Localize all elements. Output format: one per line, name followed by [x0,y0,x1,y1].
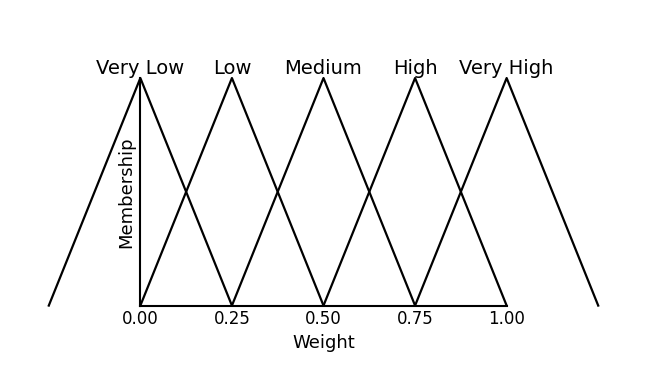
X-axis label: Weight: Weight [292,334,355,352]
Text: Medium: Medium [285,59,362,78]
Y-axis label: Membership: Membership [117,136,135,248]
Text: High: High [393,59,437,78]
Text: Low: Low [213,59,251,78]
Text: Very High: Very High [459,59,554,78]
Text: Very Low: Very Low [96,59,184,78]
